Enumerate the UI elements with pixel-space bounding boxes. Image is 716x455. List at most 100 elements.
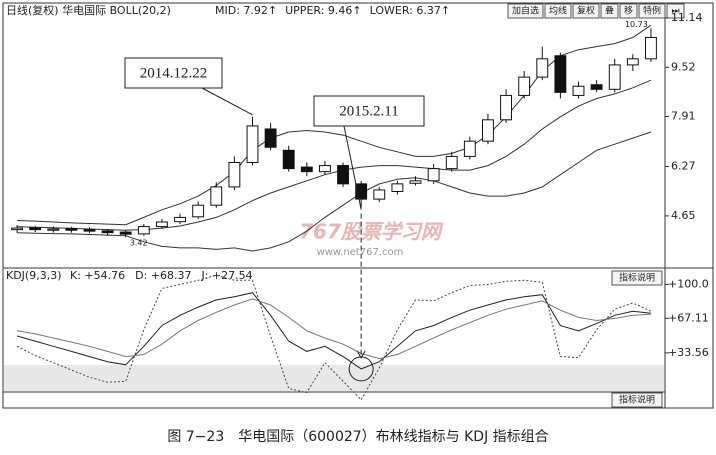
candle-body xyxy=(482,119,494,142)
y-tick-label: 11.14 xyxy=(671,11,703,24)
button-label: 指标说明 xyxy=(619,394,655,406)
candle-body xyxy=(500,94,512,121)
button-label: ⏭ xyxy=(671,7,679,17)
candle-body xyxy=(210,186,223,206)
legend-entry: MID: 7.92↑ xyxy=(215,4,277,17)
arrow-head xyxy=(356,350,366,359)
caption: 图 7−23 华电国际（600027）布林线指标与 KDJ 指标组合 xyxy=(167,429,548,445)
frame xyxy=(2,2,714,409)
candle-body xyxy=(264,128,277,148)
button-frame xyxy=(666,3,685,19)
toolbar-button[interactable]: 叠 xyxy=(600,3,619,19)
series-line xyxy=(16,274,652,401)
legend-entry: J: +27.54 xyxy=(201,269,253,282)
annotation: 2014.12.22 xyxy=(140,65,208,81)
candle-body xyxy=(409,180,422,184)
candle-body xyxy=(427,168,440,182)
annotation-box xyxy=(313,95,425,127)
y-tick-label: 7.91 xyxy=(671,109,696,122)
legend-entry: K: +54.76 xyxy=(70,269,125,282)
min-label: 3.42 xyxy=(130,239,148,248)
legend-entry: LOWER: 6.37↑ xyxy=(370,4,450,17)
toolbar-button[interactable]: 特例 xyxy=(638,3,666,19)
candle-body xyxy=(156,221,168,228)
annotation-arrow xyxy=(343,125,362,210)
candle-body xyxy=(83,229,96,232)
candle-body xyxy=(608,64,621,90)
button-label: 加自选 xyxy=(512,5,539,17)
candle-body xyxy=(65,227,78,231)
highlight-circle xyxy=(348,356,374,382)
y-tick-label: 9.52 xyxy=(671,60,696,73)
candle-body xyxy=(518,76,531,96)
indicator-help-button[interactable]: 指标说明 xyxy=(611,270,663,286)
oversold-zone xyxy=(4,365,664,391)
legend-entry: UPPER: 9.46↑ xyxy=(285,4,361,17)
candle-body xyxy=(137,226,150,235)
toolbar-button[interactable]: 加自选 xyxy=(507,3,544,19)
indicator-help-button[interactable]: 指标说明 xyxy=(611,392,663,408)
watermark: 767股票学习网 xyxy=(299,220,444,244)
max-label: 10.73 xyxy=(625,20,648,29)
watermark: www.net767.com xyxy=(317,247,404,258)
legend: K: +54.76 D: +68.37 J: +27.54 xyxy=(70,269,253,282)
button-frame xyxy=(611,392,663,408)
series-line xyxy=(17,298,651,360)
annotation: 2015.2.11 xyxy=(339,103,398,119)
button-frame xyxy=(611,270,663,286)
annotation-arrow xyxy=(201,87,253,116)
candle-body xyxy=(626,58,639,66)
button-frame xyxy=(507,3,544,19)
candle-body xyxy=(319,165,331,173)
y-tick-label: 6.27 xyxy=(671,159,696,172)
candle-body xyxy=(572,85,585,96)
button-frame xyxy=(572,3,600,19)
toolbar-button[interactable]: 移 xyxy=(619,3,638,19)
y-tick-label: +100.0 xyxy=(668,277,709,290)
button-frame xyxy=(619,3,638,19)
candle-body xyxy=(554,55,567,93)
annotation-box xyxy=(124,57,223,89)
candle-body xyxy=(337,165,349,185)
button-label: 复权 xyxy=(577,5,595,17)
candle-body xyxy=(445,155,458,170)
candle-body xyxy=(11,227,23,231)
candle-body xyxy=(29,227,42,231)
candle-body xyxy=(246,125,259,164)
y-tick-label: 4.65 xyxy=(671,209,696,222)
candle-body xyxy=(373,189,386,200)
y-tick-label: +67.11 xyxy=(668,311,709,324)
series-line xyxy=(16,292,651,370)
candle-body xyxy=(536,58,549,78)
toolbar-button[interactable]: ⏭ xyxy=(666,3,685,19)
y-tick-label: +33.56 xyxy=(668,346,709,359)
candle-body xyxy=(101,230,114,234)
button-label: 均线 xyxy=(549,5,567,17)
series-line xyxy=(17,79,652,231)
button-frame xyxy=(638,3,666,19)
button-label: 叠 xyxy=(605,6,614,17)
toolbar-button[interactable]: 复权 xyxy=(572,3,600,19)
button-frame xyxy=(600,3,619,19)
candle-body xyxy=(391,183,404,192)
candle-body xyxy=(47,228,60,231)
chart-title: 日线(复权) 华电国际 BOLL(20,2) xyxy=(6,3,171,17)
button-label: 指标说明 xyxy=(619,272,655,284)
button-label: 特例 xyxy=(643,5,661,17)
button-frame xyxy=(544,3,572,19)
candle-body xyxy=(300,166,313,173)
legend-entry: D: +68.37 xyxy=(135,269,191,282)
candle-body xyxy=(119,231,132,235)
candle-body xyxy=(355,183,368,200)
candle-body xyxy=(463,140,476,157)
candle-body xyxy=(590,84,603,90)
candle-body xyxy=(645,36,657,60)
candle-body xyxy=(228,162,241,188)
candle-body xyxy=(174,216,186,223)
toolbar-button[interactable]: 均线 xyxy=(544,3,572,19)
series-line xyxy=(17,131,652,252)
button-label: 移 xyxy=(624,5,633,17)
candle-body xyxy=(282,149,295,170)
legend: MID: 7.92↑ UPPER: 9.46↑ LOWER: 6.37↑ xyxy=(215,4,450,17)
candle-body xyxy=(192,204,205,218)
